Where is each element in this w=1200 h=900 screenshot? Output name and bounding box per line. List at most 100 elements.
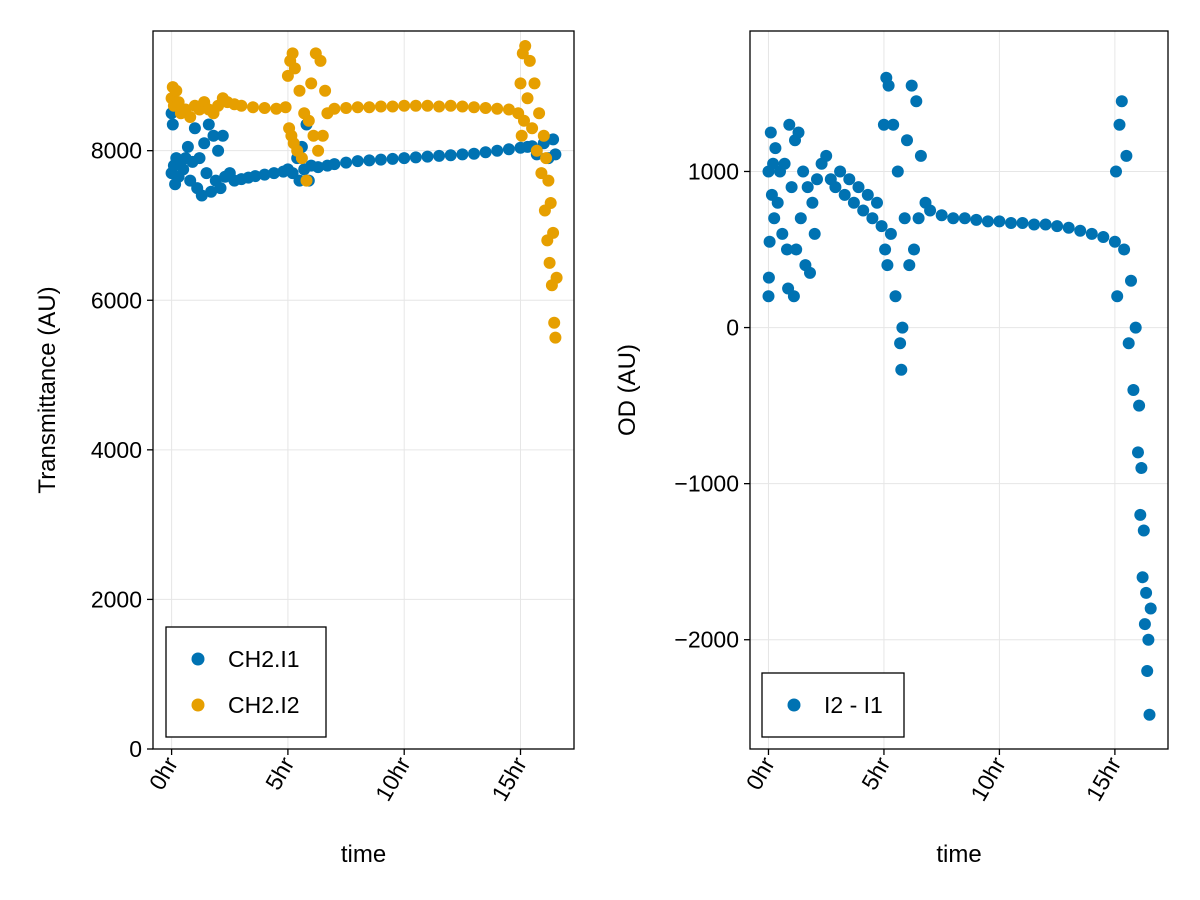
chart1-point bbox=[811, 173, 823, 186]
chart0-point bbox=[312, 144, 325, 157]
chart1-point bbox=[861, 188, 874, 201]
chart0-point bbox=[519, 40, 532, 52]
chart1-point bbox=[1108, 235, 1121, 248]
chart1-point bbox=[1062, 221, 1075, 234]
chart0-point bbox=[184, 174, 197, 187]
chart1-point bbox=[776, 227, 789, 240]
chart1-point bbox=[1142, 633, 1155, 646]
chart0-point bbox=[193, 152, 206, 165]
chart1-point bbox=[834, 165, 847, 178]
chart1-point bbox=[1039, 218, 1052, 231]
chart1-point bbox=[847, 196, 860, 209]
chart1-legend-label: I2 - I1 bbox=[824, 692, 883, 718]
chart0-point bbox=[537, 129, 550, 142]
chart1-point bbox=[1118, 243, 1131, 256]
chart1-point bbox=[935, 209, 948, 222]
chart0-point bbox=[258, 102, 271, 114]
chart0-point bbox=[312, 161, 325, 174]
chart1-point bbox=[1127, 384, 1140, 396]
chart0-point bbox=[540, 152, 553, 165]
chart1-point bbox=[1144, 602, 1157, 615]
chart0-point bbox=[295, 152, 308, 165]
od-panel: −2000 −1000 0 1000 0hr 5hr 10hr 15hr time OD (AU)… bbox=[614, 30, 1169, 868]
chart0-point bbox=[547, 226, 560, 239]
chart0-point bbox=[205, 185, 218, 198]
chart0-point bbox=[300, 174, 313, 187]
chart1-point bbox=[769, 142, 782, 155]
chart1-y-axis-label: OD (AU) bbox=[614, 344, 641, 436]
chart0-point bbox=[293, 84, 306, 97]
chart1-point bbox=[1085, 227, 1098, 240]
chart0-point bbox=[328, 102, 341, 115]
chart0-point bbox=[526, 122, 539, 135]
chart1-x-axis-label: time bbox=[936, 841, 981, 868]
chart0-point bbox=[514, 77, 527, 90]
chart1-point bbox=[1129, 321, 1142, 334]
chart0-point bbox=[340, 102, 353, 114]
chart0-point bbox=[409, 151, 422, 164]
chart0-point bbox=[433, 149, 446, 162]
chart0-point bbox=[216, 129, 229, 142]
chart1-point bbox=[764, 126, 777, 139]
chart0-point bbox=[198, 137, 211, 150]
chart1-point bbox=[1113, 118, 1126, 131]
chart0-point bbox=[202, 118, 215, 131]
chart1-point bbox=[1111, 290, 1124, 303]
chart0-legend-label: CH2.I1 bbox=[228, 646, 300, 672]
chart0-point bbox=[351, 101, 364, 114]
transmittance-panel: 0 2000 4000 6000 8000 0hr 5hr 10hr 15hr time Trans… bbox=[34, 30, 575, 868]
chart0-point bbox=[549, 148, 562, 161]
chart1-point bbox=[884, 227, 897, 240]
chart1-point bbox=[1115, 95, 1128, 108]
chart0-point bbox=[170, 84, 183, 97]
chart0-point bbox=[195, 189, 208, 202]
chart1-point bbox=[790, 243, 803, 256]
chart1-point bbox=[785, 181, 798, 194]
chart0-point bbox=[288, 62, 301, 75]
chart0-legend-label: CH2.I2 bbox=[228, 692, 300, 718]
chart1-point bbox=[792, 126, 805, 139]
chart1-point bbox=[781, 243, 793, 256]
chart1-point bbox=[895, 363, 908, 376]
chart0-point bbox=[479, 102, 492, 114]
chart0-point bbox=[421, 150, 434, 163]
chart1-x-tick-label: 5hr bbox=[856, 752, 895, 794]
chart0-legend-marker bbox=[191, 652, 205, 666]
chart0-point bbox=[386, 152, 399, 165]
chart1-point bbox=[762, 271, 775, 284]
chart0-point bbox=[409, 99, 422, 112]
chart1-point bbox=[1132, 446, 1144, 459]
chart1-point bbox=[783, 118, 796, 131]
chart0-x-tick-label: 15hr bbox=[486, 752, 532, 805]
chart0-point bbox=[550, 271, 563, 284]
chart1-point bbox=[1110, 165, 1122, 178]
chart1-point bbox=[787, 290, 800, 303]
chart0-point bbox=[433, 100, 446, 113]
chart1-point bbox=[912, 212, 925, 225]
chart1-point bbox=[981, 215, 994, 228]
chart0-point bbox=[544, 197, 557, 209]
chart0-legend-box bbox=[165, 626, 327, 738]
chart1-point bbox=[871, 196, 883, 209]
chart0-point bbox=[515, 129, 528, 142]
chart1-point bbox=[905, 79, 918, 92]
chart1-x-tick-label: 0hr bbox=[741, 752, 780, 794]
chart0-y-tick-label: 4000 bbox=[91, 437, 142, 463]
chart0-point bbox=[319, 84, 332, 97]
chart0-point bbox=[523, 54, 536, 67]
chart1-point bbox=[1005, 217, 1017, 229]
chart1-point bbox=[768, 212, 781, 225]
chart0-point bbox=[316, 129, 329, 142]
chart0-point bbox=[181, 140, 194, 153]
chart0-point bbox=[314, 54, 327, 67]
chart0-point bbox=[249, 170, 262, 183]
chart0-point bbox=[207, 129, 220, 142]
chart0-point bbox=[533, 107, 546, 120]
chart1-point bbox=[879, 243, 892, 256]
chart1-y-tick-label: −2000 bbox=[674, 627, 739, 653]
chart0-legend-marker bbox=[191, 698, 205, 712]
chart1-point bbox=[1097, 231, 1110, 243]
chart1-point bbox=[771, 196, 784, 209]
chart1-point bbox=[1141, 665, 1154, 677]
chart0-point bbox=[302, 114, 315, 127]
